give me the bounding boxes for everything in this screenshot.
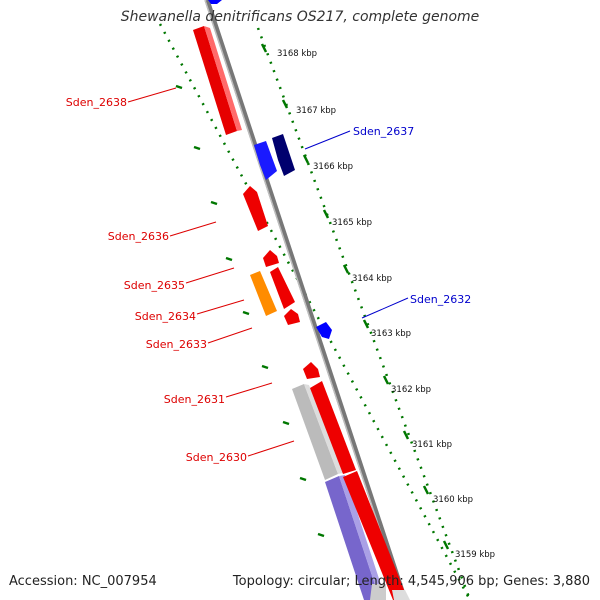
tick-mark xyxy=(210,200,218,206)
tick-mark xyxy=(422,485,430,495)
inner-scale-ring xyxy=(158,23,472,600)
gene-label-sden-2638[interactable]: Sden_2638 xyxy=(66,96,127,109)
leader-sden-2635 xyxy=(185,267,235,284)
gene-arrow-sden-2633[interactable] xyxy=(284,309,300,325)
tick-mark xyxy=(322,209,330,219)
gene-arrow-bottom-gray[interactable] xyxy=(370,584,386,600)
tick-mark xyxy=(402,430,410,440)
tick-mark xyxy=(260,43,268,53)
gene-arrow-bottom-gray-2[interactable] xyxy=(392,590,410,600)
leader-sden-2637 xyxy=(304,130,351,150)
gene-label-sden-2635[interactable]: Sden_2635 xyxy=(124,279,185,292)
gene-arrow-sden-2631-small[interactable] xyxy=(303,362,320,379)
scale-label: 3164 kbp xyxy=(352,274,392,284)
accession-text: Accession: NC_007954 xyxy=(9,574,157,589)
scale-label: 3166 kbp xyxy=(313,162,353,172)
gene-arrow-sden-2637[interactable] xyxy=(254,141,277,180)
leader-sden-2638 xyxy=(127,87,177,103)
gene-arrow-sden-2636[interactable] xyxy=(243,186,268,231)
leader-sden-2634 xyxy=(196,299,245,315)
scale-label: 3165 kbp xyxy=(332,218,372,228)
gene-arrow-sden-2635-head[interactable] xyxy=(263,250,279,267)
tick-mark xyxy=(342,264,350,274)
map-title: Shewanella denitrificans OS217, complete… xyxy=(120,9,480,25)
gene-label-sden-2631[interactable]: Sden_2631 xyxy=(164,393,225,406)
gene-arrow-top-blue[interactable] xyxy=(208,0,222,4)
gene-label-sden-2637[interactable]: Sden_2637 xyxy=(353,125,414,138)
leader-sden-2636 xyxy=(169,221,217,237)
gene-arrow-sden-2635[interactable] xyxy=(270,267,295,309)
tick-mark xyxy=(225,256,233,262)
tick-mark xyxy=(299,476,307,482)
outer-ring-ticks xyxy=(260,43,450,550)
gene-arrow-sden-2638[interactable] xyxy=(193,26,237,135)
gene-label-sden-2632[interactable]: Sden_2632 xyxy=(410,293,471,306)
scale-label: 3159 kbp xyxy=(455,550,495,560)
gene-arrow-purple[interactable] xyxy=(325,476,380,600)
scale-label: 3163 kbp xyxy=(371,329,411,339)
tick-mark xyxy=(382,375,390,385)
gene-label-sden-2630[interactable]: Sden_2630 xyxy=(186,451,247,464)
gene-label-sden-2636[interactable]: Sden_2636 xyxy=(108,230,169,243)
tick-mark xyxy=(261,364,269,370)
backbone-highlight xyxy=(204,0,404,600)
inner-ring-ticks xyxy=(175,84,325,538)
leader-sden-2630 xyxy=(247,440,295,457)
scale-label: 3162 kbp xyxy=(391,385,431,395)
scale-labels: 3168 kbp 3167 kbp 3166 kbp 3165 kbp 3164… xyxy=(277,49,495,560)
gene-arrow-sden-2634[interactable] xyxy=(250,271,277,316)
backbone xyxy=(204,0,408,600)
gene-label-sden-2633[interactable]: Sden_2633 xyxy=(146,338,207,351)
scale-label: 3168 kbp xyxy=(277,49,317,59)
genome-summary-text: Topology: circular; Length: 4,545,906 bp… xyxy=(232,574,590,589)
gene-arrow-sden-2637-dark[interactable] xyxy=(272,134,295,176)
tick-mark xyxy=(362,319,370,329)
leader-sden-2633 xyxy=(207,327,253,344)
tick-mark xyxy=(442,540,450,550)
gene-arrow-sden-2630-gray[interactable] xyxy=(292,384,338,480)
tick-mark xyxy=(282,420,290,426)
tick-mark xyxy=(281,99,289,109)
scale-label: 3161 kbp xyxy=(412,440,452,450)
gene-arrow-red-bottom[interactable] xyxy=(343,471,408,600)
tick-mark xyxy=(193,145,201,151)
tick-mark xyxy=(317,532,325,538)
gene-labels: Sden_2638 Sden_2637 Sden_2636 Sden_2635 … xyxy=(66,96,471,464)
scale-label: 3160 kbp xyxy=(433,495,473,505)
gene-arrow-red-long[interactable] xyxy=(310,381,356,474)
gene-arrow-sden-2632[interactable] xyxy=(316,322,332,339)
tick-mark xyxy=(175,84,183,90)
tick-mark xyxy=(242,310,250,316)
gene-arrow-purple-shade xyxy=(339,475,386,600)
scale-label: 3167 kbp xyxy=(296,106,336,116)
gene-label-sden-2634[interactable]: Sden_2634 xyxy=(135,310,196,323)
gene-features xyxy=(193,0,410,600)
gene-arrow-sden-2638-shade xyxy=(204,26,242,131)
tick-mark xyxy=(302,154,310,164)
leader-lines xyxy=(127,87,409,457)
leader-sden-2632 xyxy=(361,297,409,319)
gene-arrow-sden-2630-gray-shade xyxy=(304,384,343,474)
leader-sden-2631 xyxy=(225,382,273,398)
